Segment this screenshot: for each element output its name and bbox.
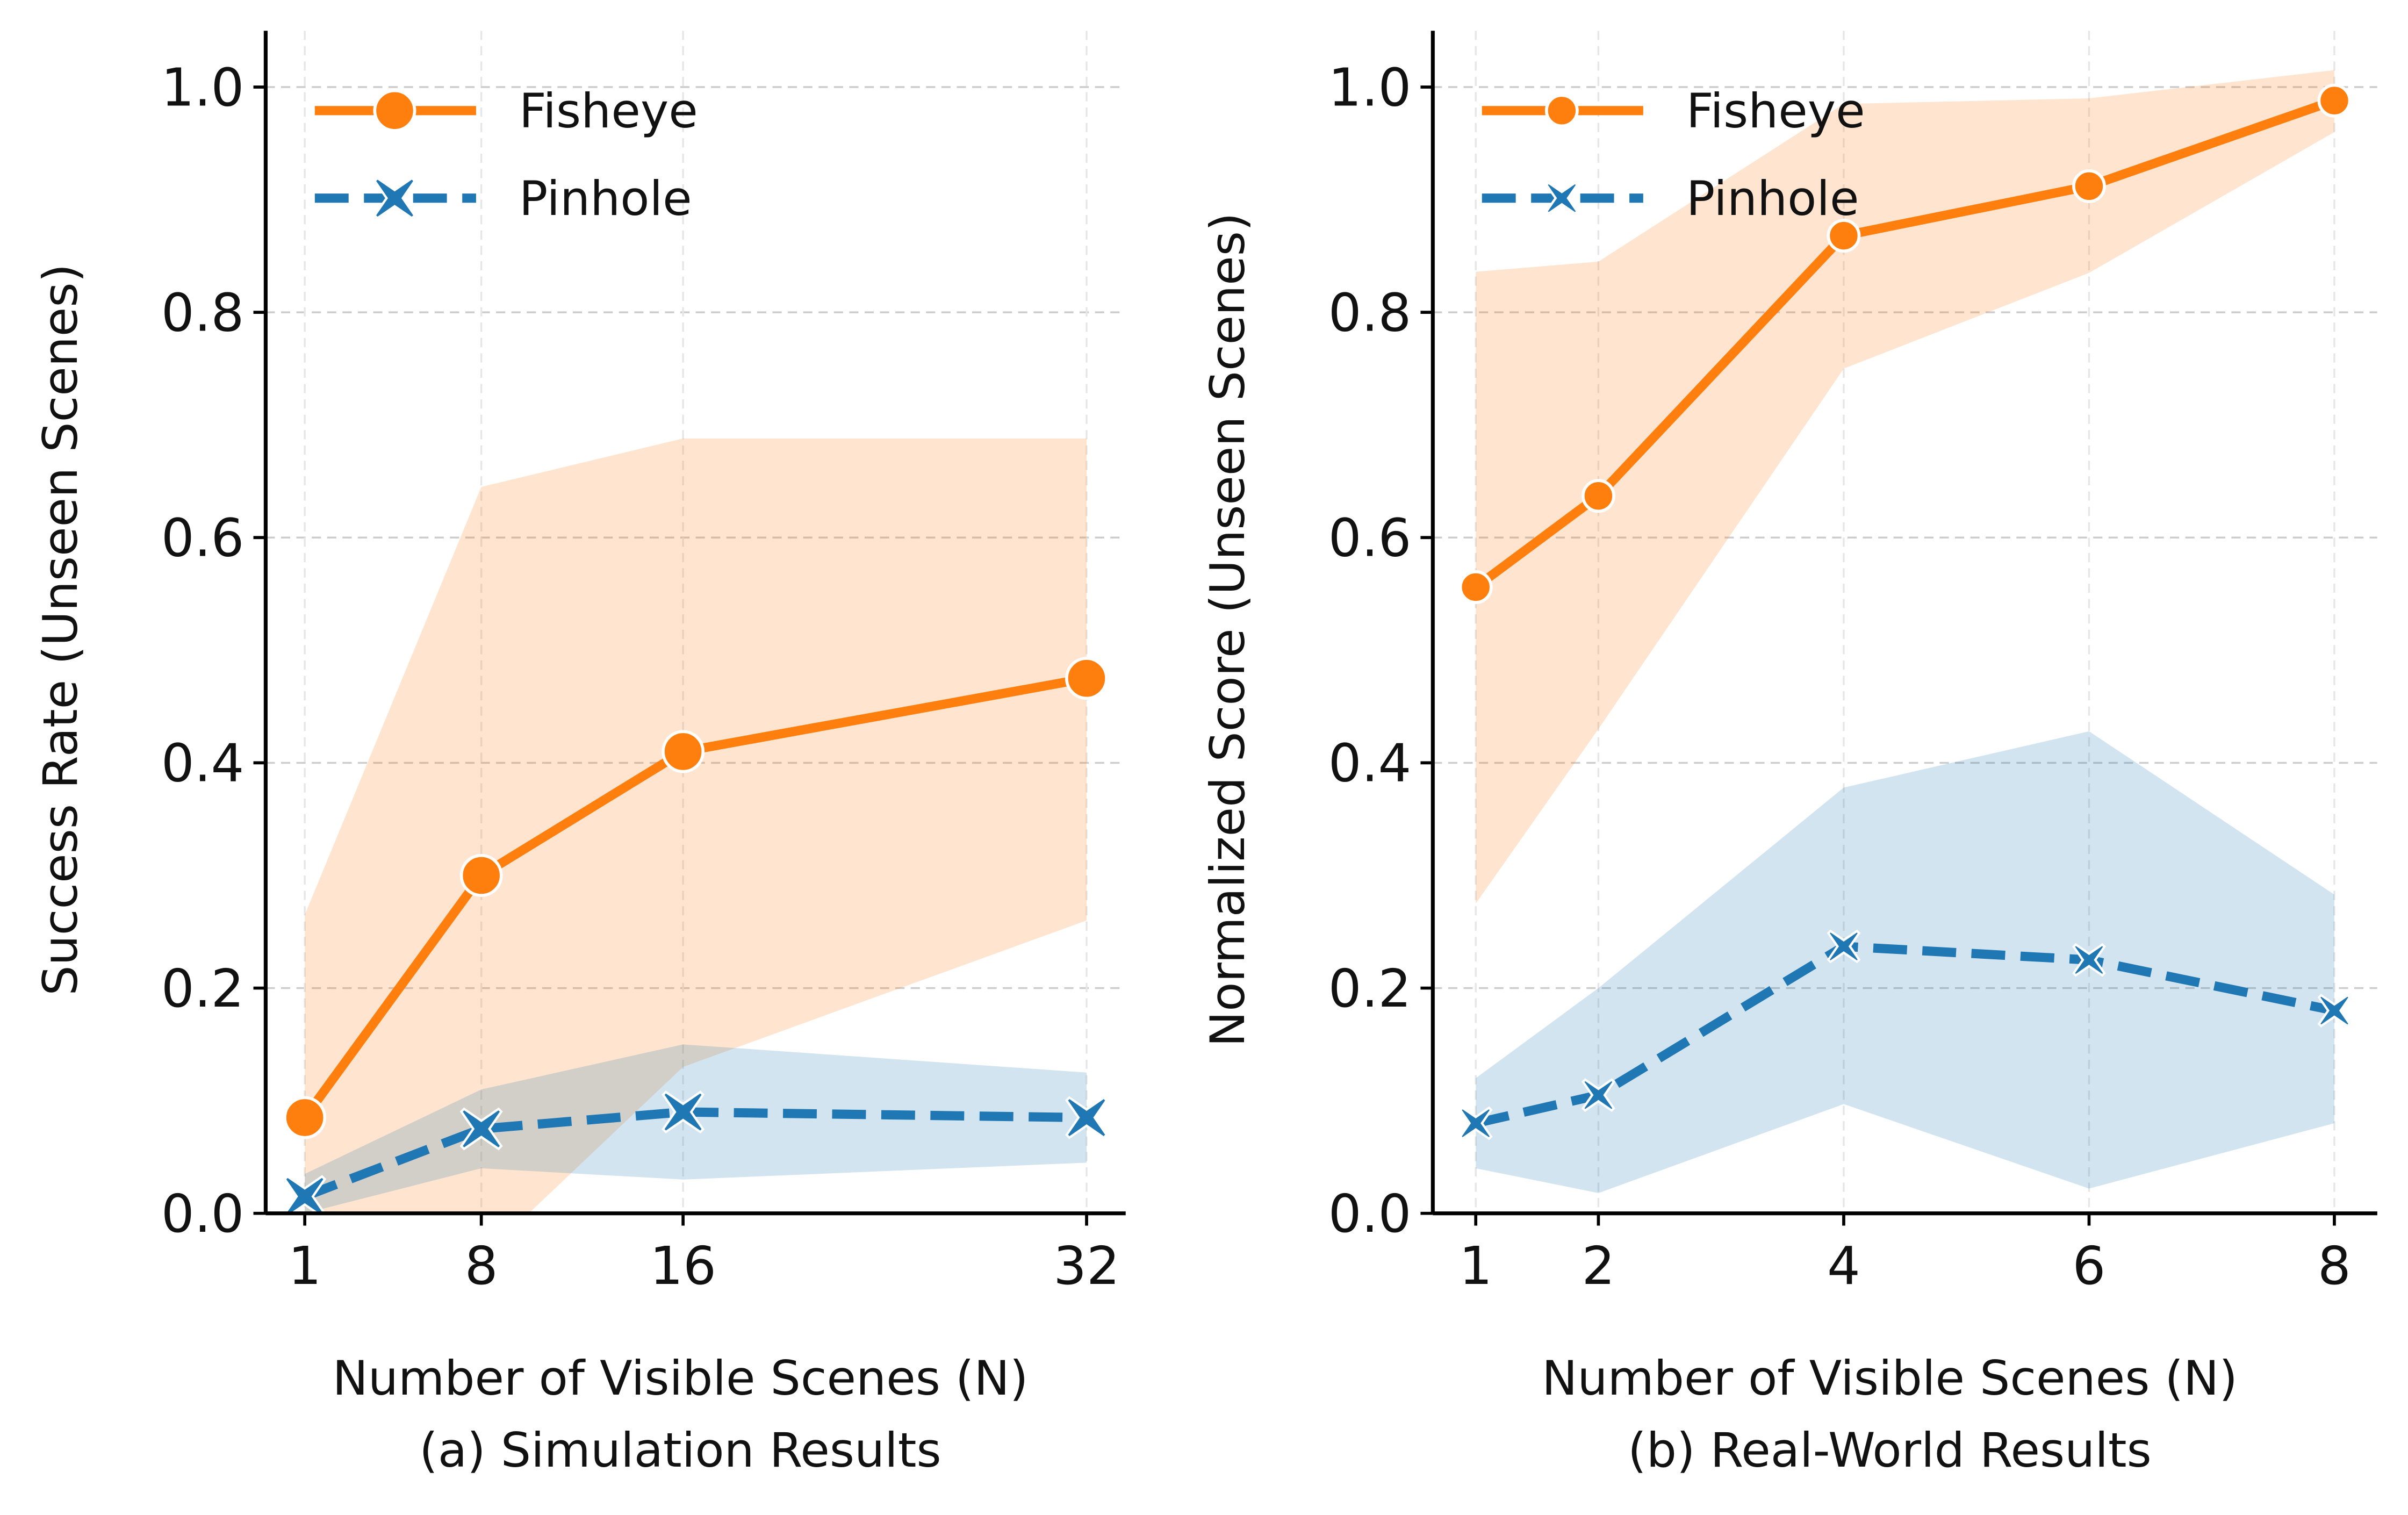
legend-label: Fisheye — [519, 83, 698, 139]
y-tick-label: 0.4 — [161, 733, 245, 794]
x-tick-label: 8 — [465, 1236, 498, 1296]
marker — [1458, 570, 1493, 604]
plot — [1433, 31, 2377, 1214]
marker — [1065, 1096, 1108, 1139]
y-tick-label: 1.0 — [1328, 57, 1412, 118]
y-tick-label: 1.0 — [161, 57, 245, 118]
x-tick-label: 2 — [1582, 1236, 1615, 1296]
confidence-band — [1476, 70, 2334, 904]
marker — [1458, 1106, 1493, 1140]
y-tick-label: 0.8 — [161, 282, 245, 343]
marker — [1827, 219, 1861, 253]
x-tick-label: 32 — [1053, 1236, 1120, 1296]
confidence-band — [1476, 731, 2334, 1193]
marker — [1065, 657, 1109, 700]
y-tick-label: 0.2 — [1328, 958, 1412, 1019]
confidence-band — [305, 438, 1087, 1214]
y-tick-label: 0.6 — [1328, 508, 1412, 569]
marker — [2317, 994, 2352, 1028]
legend-marker — [373, 89, 416, 132]
x-tick-label: 8 — [2318, 1236, 2351, 1296]
line — [303, 1107, 1087, 1201]
x-axis-label: Number of Visible Scenes (N) — [1542, 1351, 2238, 1406]
y-tick-label: 0.4 — [1328, 733, 1412, 794]
marker — [2317, 83, 2352, 118]
marker — [2072, 169, 2106, 203]
y-tick-label: 0.0 — [1328, 1183, 1412, 1244]
y-tick-label: 0.8 — [1328, 282, 1412, 343]
x-tick-label: 4 — [1827, 1236, 1860, 1296]
line — [301, 673, 1088, 1121]
marker — [283, 1175, 327, 1218]
marker — [283, 1096, 327, 1139]
x-tick-label: 1 — [1459, 1236, 1492, 1296]
y-axis-label: Normalized Score (Unseen Scenes) — [1200, 213, 1255, 1047]
marker — [1827, 929, 1861, 964]
y-tick-label: 0.6 — [161, 508, 245, 569]
y-axis-label: Success Rate (Unseen Scenes) — [33, 264, 88, 996]
legend-marker — [1544, 94, 1579, 128]
y-tick-label: 0.2 — [161, 958, 245, 1019]
x-tick-label: 1 — [288, 1236, 321, 1296]
x-axis-label: Number of Visible Scenes (N) — [333, 1351, 1029, 1406]
y-tick-label: 0.0 — [161, 1183, 245, 1244]
marker — [1582, 479, 1615, 513]
legend-marker — [1545, 181, 1579, 216]
marker — [1582, 1078, 1615, 1112]
marker — [459, 853, 503, 897]
x-tick-label: 6 — [2073, 1236, 2106, 1296]
marker — [2072, 943, 2106, 977]
marker — [662, 1090, 705, 1134]
x-tick-label: 16 — [650, 1236, 716, 1296]
legend-marker — [373, 176, 416, 220]
legend-label: Pinhole — [519, 171, 692, 226]
marker — [662, 730, 705, 773]
legend-label: Pinhole — [1686, 171, 1859, 226]
marker — [459, 1107, 503, 1151]
caption: (a) Simulation Results — [419, 1423, 941, 1478]
caption: (b) Real-World Results — [1628, 1423, 2152, 1478]
legend-label: Fisheye — [1686, 83, 1865, 139]
